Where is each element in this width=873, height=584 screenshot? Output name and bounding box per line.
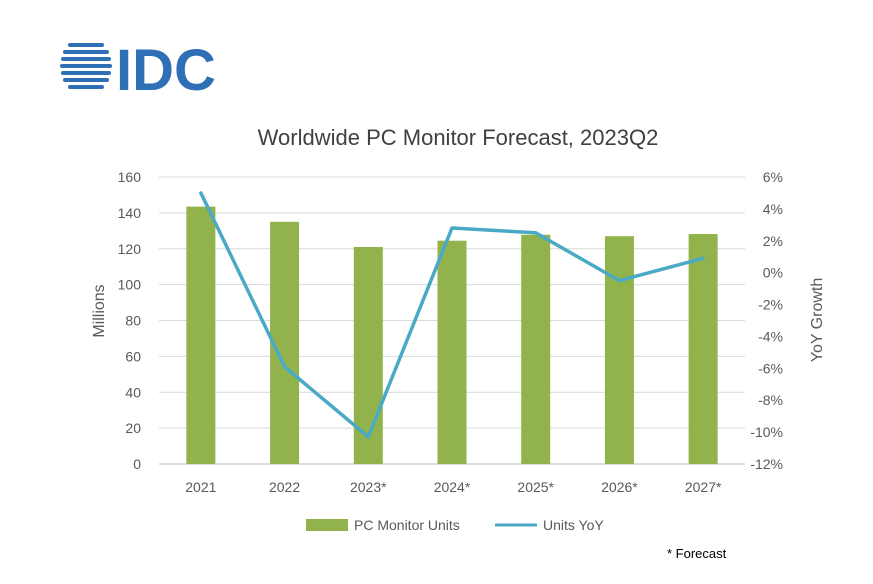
idc-logo: IDC: [60, 40, 216, 94]
y2-tick-label: -10%: [750, 424, 783, 440]
x-tick-label: 2021: [185, 479, 216, 495]
x-tick-label: 2022: [269, 479, 300, 495]
yoy-point: [701, 256, 705, 260]
y-tick-label: 0: [133, 456, 141, 472]
x-tick-label: 2024*: [434, 479, 471, 495]
left-axis-ticks: 0 20 40 60 80 100 120 140 160: [118, 169, 142, 472]
y-tick-label: 120: [118, 241, 142, 257]
bars: [186, 206, 718, 465]
yoy-point: [617, 279, 621, 283]
yoy-point: [199, 191, 203, 195]
x-tick-label: 2027*: [685, 479, 722, 495]
y2-tick-label: -6%: [758, 360, 783, 376]
bar: [437, 240, 467, 464]
y-tick-label: 40: [125, 384, 141, 400]
y-tick-label: 60: [125, 348, 141, 364]
legend: PC Monitor Units Units YoY: [306, 517, 604, 533]
y2-axis-label: YoY Growth: [809, 278, 826, 363]
bar: [521, 234, 551, 464]
y2-tick-label: -2%: [758, 297, 783, 313]
y2-tick-label: 2%: [763, 233, 783, 249]
y2-tick-label: -8%: [758, 392, 783, 408]
y2-tick-label: 0%: [763, 265, 783, 281]
y-tick-label: 100: [118, 277, 142, 293]
x-tick-label: 2025*: [517, 479, 554, 495]
yoy-point: [366, 435, 370, 439]
y-tick-label: 140: [118, 205, 142, 221]
y-axis-label: Millions: [91, 284, 108, 337]
chart-title: Worldwide PC Monitor Forecast, 2023Q2: [258, 125, 659, 150]
right-axis-ticks: -12% -10% -8% -6% -4% -2% 0% 2% 4% 6%: [750, 169, 783, 472]
y2-tick-label: 6%: [763, 169, 783, 185]
yoy-line: [199, 191, 705, 439]
y-tick-label: 80: [125, 313, 141, 329]
legend-label-line: Units YoY: [543, 517, 604, 533]
globe-icon: [60, 43, 112, 89]
legend-swatch-bar: [306, 519, 348, 531]
legend-label-bar: PC Monitor Units: [354, 517, 460, 533]
y-tick-label: 20: [125, 420, 141, 436]
y2-tick-label: -4%: [758, 328, 783, 344]
bar: [688, 234, 718, 464]
x-tick-label: 2023*: [350, 479, 387, 495]
x-tick-label: 2026*: [601, 479, 638, 495]
y2-tick-label: -12%: [750, 456, 783, 472]
forecast-note: * Forecast: [667, 546, 727, 561]
yoy-point: [283, 365, 287, 369]
bar: [186, 206, 216, 465]
yoy-point: [534, 231, 538, 235]
x-axis-ticks: 2021 2022 2023* 2024* 2025* 2026* 2027*: [185, 479, 722, 495]
bar: [604, 236, 634, 464]
bar: [353, 246, 383, 464]
y-tick-label: 160: [118, 169, 142, 185]
y2-tick-label: 4%: [763, 201, 783, 217]
logo-text: IDC: [116, 40, 216, 94]
yoy-point: [450, 226, 454, 230]
